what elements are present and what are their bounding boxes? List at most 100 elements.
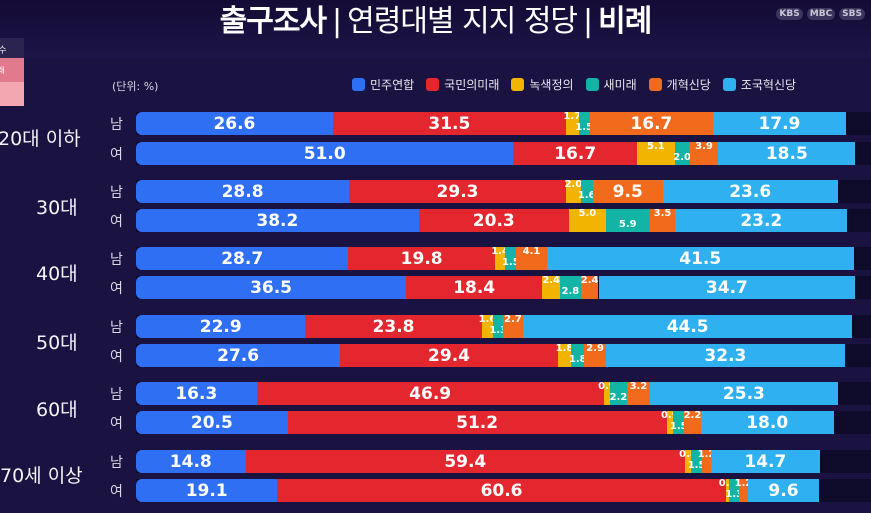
logo-mbc: MBC: [806, 8, 836, 20]
bar-segment: 0.8: [679, 449, 697, 473]
data-label: 1.2: [697, 449, 716, 460]
legend-item: 조국혁신당: [722, 76, 796, 93]
gender-label: 여: [110, 281, 123, 297]
gender-label: 남: [110, 117, 123, 133]
legend-label: 새미래: [603, 78, 637, 92]
bar-segment: 5.0: [568, 208, 606, 232]
gender-label: 여: [110, 349, 123, 365]
data-label: 14.7: [744, 451, 787, 472]
bar-segment: 2.7: [503, 314, 523, 338]
data-label: 1.5: [687, 460, 706, 471]
data-label: 20.3: [472, 210, 515, 231]
bar-track: 51.0 16.7 5.1 2.0 3.9 18.5: [136, 141, 871, 165]
data-label: 5.9: [618, 219, 637, 230]
data-label: 2.0: [673, 152, 691, 163]
bar-segment: 1.3: [489, 315, 507, 338]
data-label: 41.5: [679, 248, 722, 269]
bar-segment: 19.1: [136, 479, 278, 502]
bar-segment: 17.9: [713, 112, 846, 135]
bar-segment: 1.5: [502, 247, 520, 270]
data-label: 9.5: [612, 181, 643, 202]
bar-segment: 1.8: [556, 343, 573, 367]
data-label: 22.9: [199, 316, 242, 337]
data-label: 32.3: [704, 345, 747, 366]
bar-segment: 3.2: [626, 381, 651, 405]
bar-segment: 20.5: [136, 411, 288, 434]
bar-track: 19.1 60.6 0.5 1.3 1.2 9.6: [136, 478, 871, 502]
bar-segment: 1.8: [569, 344, 587, 367]
data-label: 2.4: [542, 275, 560, 286]
gender-label: 남: [110, 320, 123, 336]
side-panel-line1: 복수: [0, 46, 7, 56]
age-group-label: 60대: [36, 399, 78, 421]
title-subject: 연령대별 지지 정당: [347, 4, 578, 39]
bar-segment: 27.6: [136, 344, 341, 367]
bar-segment: 22.9: [136, 315, 306, 338]
bar-segment: 0.9: [598, 381, 616, 405]
legend-swatch: [352, 78, 365, 91]
bar-segment: 44.5: [523, 315, 853, 338]
bar-segment: 2.0: [564, 179, 583, 203]
data-label: 51.0: [303, 143, 346, 164]
data-label: 0.9: [661, 410, 679, 421]
legend-item: 개혁신당: [648, 76, 711, 93]
bar-segment: 2.4: [580, 275, 599, 299]
data-label: 2.9: [586, 343, 605, 354]
title-separator-2: |: [583, 4, 593, 39]
legend-swatch: [648, 78, 662, 91]
bar-segment: 32.3: [605, 344, 845, 367]
bar-segment: 2.9: [584, 343, 606, 367]
legend-item: 민주연합: [352, 76, 414, 93]
data-label: 60.6: [480, 480, 523, 501]
bar-track: 27.6 29.4 1.8 1.8 2.9 32.3: [136, 343, 871, 367]
bar-segment: 29.3: [349, 180, 566, 203]
data-label: 29.3: [436, 181, 479, 202]
data-label: 2.8: [561, 286, 580, 297]
data-label: 0.5: [718, 478, 737, 489]
bar-segment: 14.7: [710, 450, 820, 473]
bar-segment: 36.5: [136, 276, 407, 299]
title-separator: |: [332, 4, 342, 39]
data-label: 31.5: [428, 113, 471, 134]
bar-track: 36.5 18.4 2.4 2.8 2.4 34.7: [136, 275, 871, 299]
bar-segment: 3.5: [649, 208, 676, 232]
data-label: 9.6: [768, 480, 799, 501]
bar-segment: 9.6: [747, 479, 819, 502]
data-label: 28.7: [221, 248, 264, 269]
gender-label: 여: [110, 147, 123, 163]
legend-label: 민주연합: [370, 78, 415, 92]
legend-swatch: [585, 78, 599, 91]
bar-segment: 59.4: [245, 450, 686, 473]
bar-segment: 2.4: [542, 275, 560, 299]
bar-track: 16.3 46.9 0.9 2.2 3.2 25.3: [136, 381, 871, 405]
bar-segment: 5.1: [636, 141, 675, 165]
bar-segment: 16.7: [589, 112, 714, 135]
bar-segment: 1.7: [563, 111, 582, 135]
data-label: 1.7: [563, 111, 582, 122]
data-label: 25.3: [722, 383, 765, 404]
data-label: 1.6: [577, 190, 596, 201]
gender-label: 남: [110, 455, 123, 471]
bar-segment: 20.3: [418, 209, 569, 232]
bar-segment: 46.9: [256, 382, 604, 405]
bar-segment: 19.8: [348, 247, 495, 270]
gender-label: 여: [110, 484, 123, 500]
data-label: 23.6: [729, 181, 772, 202]
bar-track: 14.8 59.4 0.8 1.5 1.2 14.7: [136, 449, 871, 473]
bar-segment: 28.7: [136, 247, 349, 270]
bar-segment: 34.7: [598, 276, 856, 299]
data-label: 18.0: [746, 412, 789, 433]
legend-label: 개혁신당: [666, 78, 711, 92]
title-bold: 출구조사: [219, 4, 327, 39]
data-label: 1.5: [501, 257, 520, 268]
data-label: 16.7: [554, 143, 597, 164]
data-label: 0.8: [679, 449, 697, 460]
bar-segment: 18.4: [406, 276, 543, 299]
bar-segment: 1.4: [491, 246, 509, 270]
bar-segment: 1.2: [735, 478, 752, 502]
data-label: 3.9: [695, 141, 713, 152]
data-label: 2.0: [564, 179, 583, 190]
data-label: 1.3: [725, 489, 744, 500]
bar-segment: 1.5: [688, 450, 705, 473]
bar-segment: 1.2: [698, 449, 715, 473]
